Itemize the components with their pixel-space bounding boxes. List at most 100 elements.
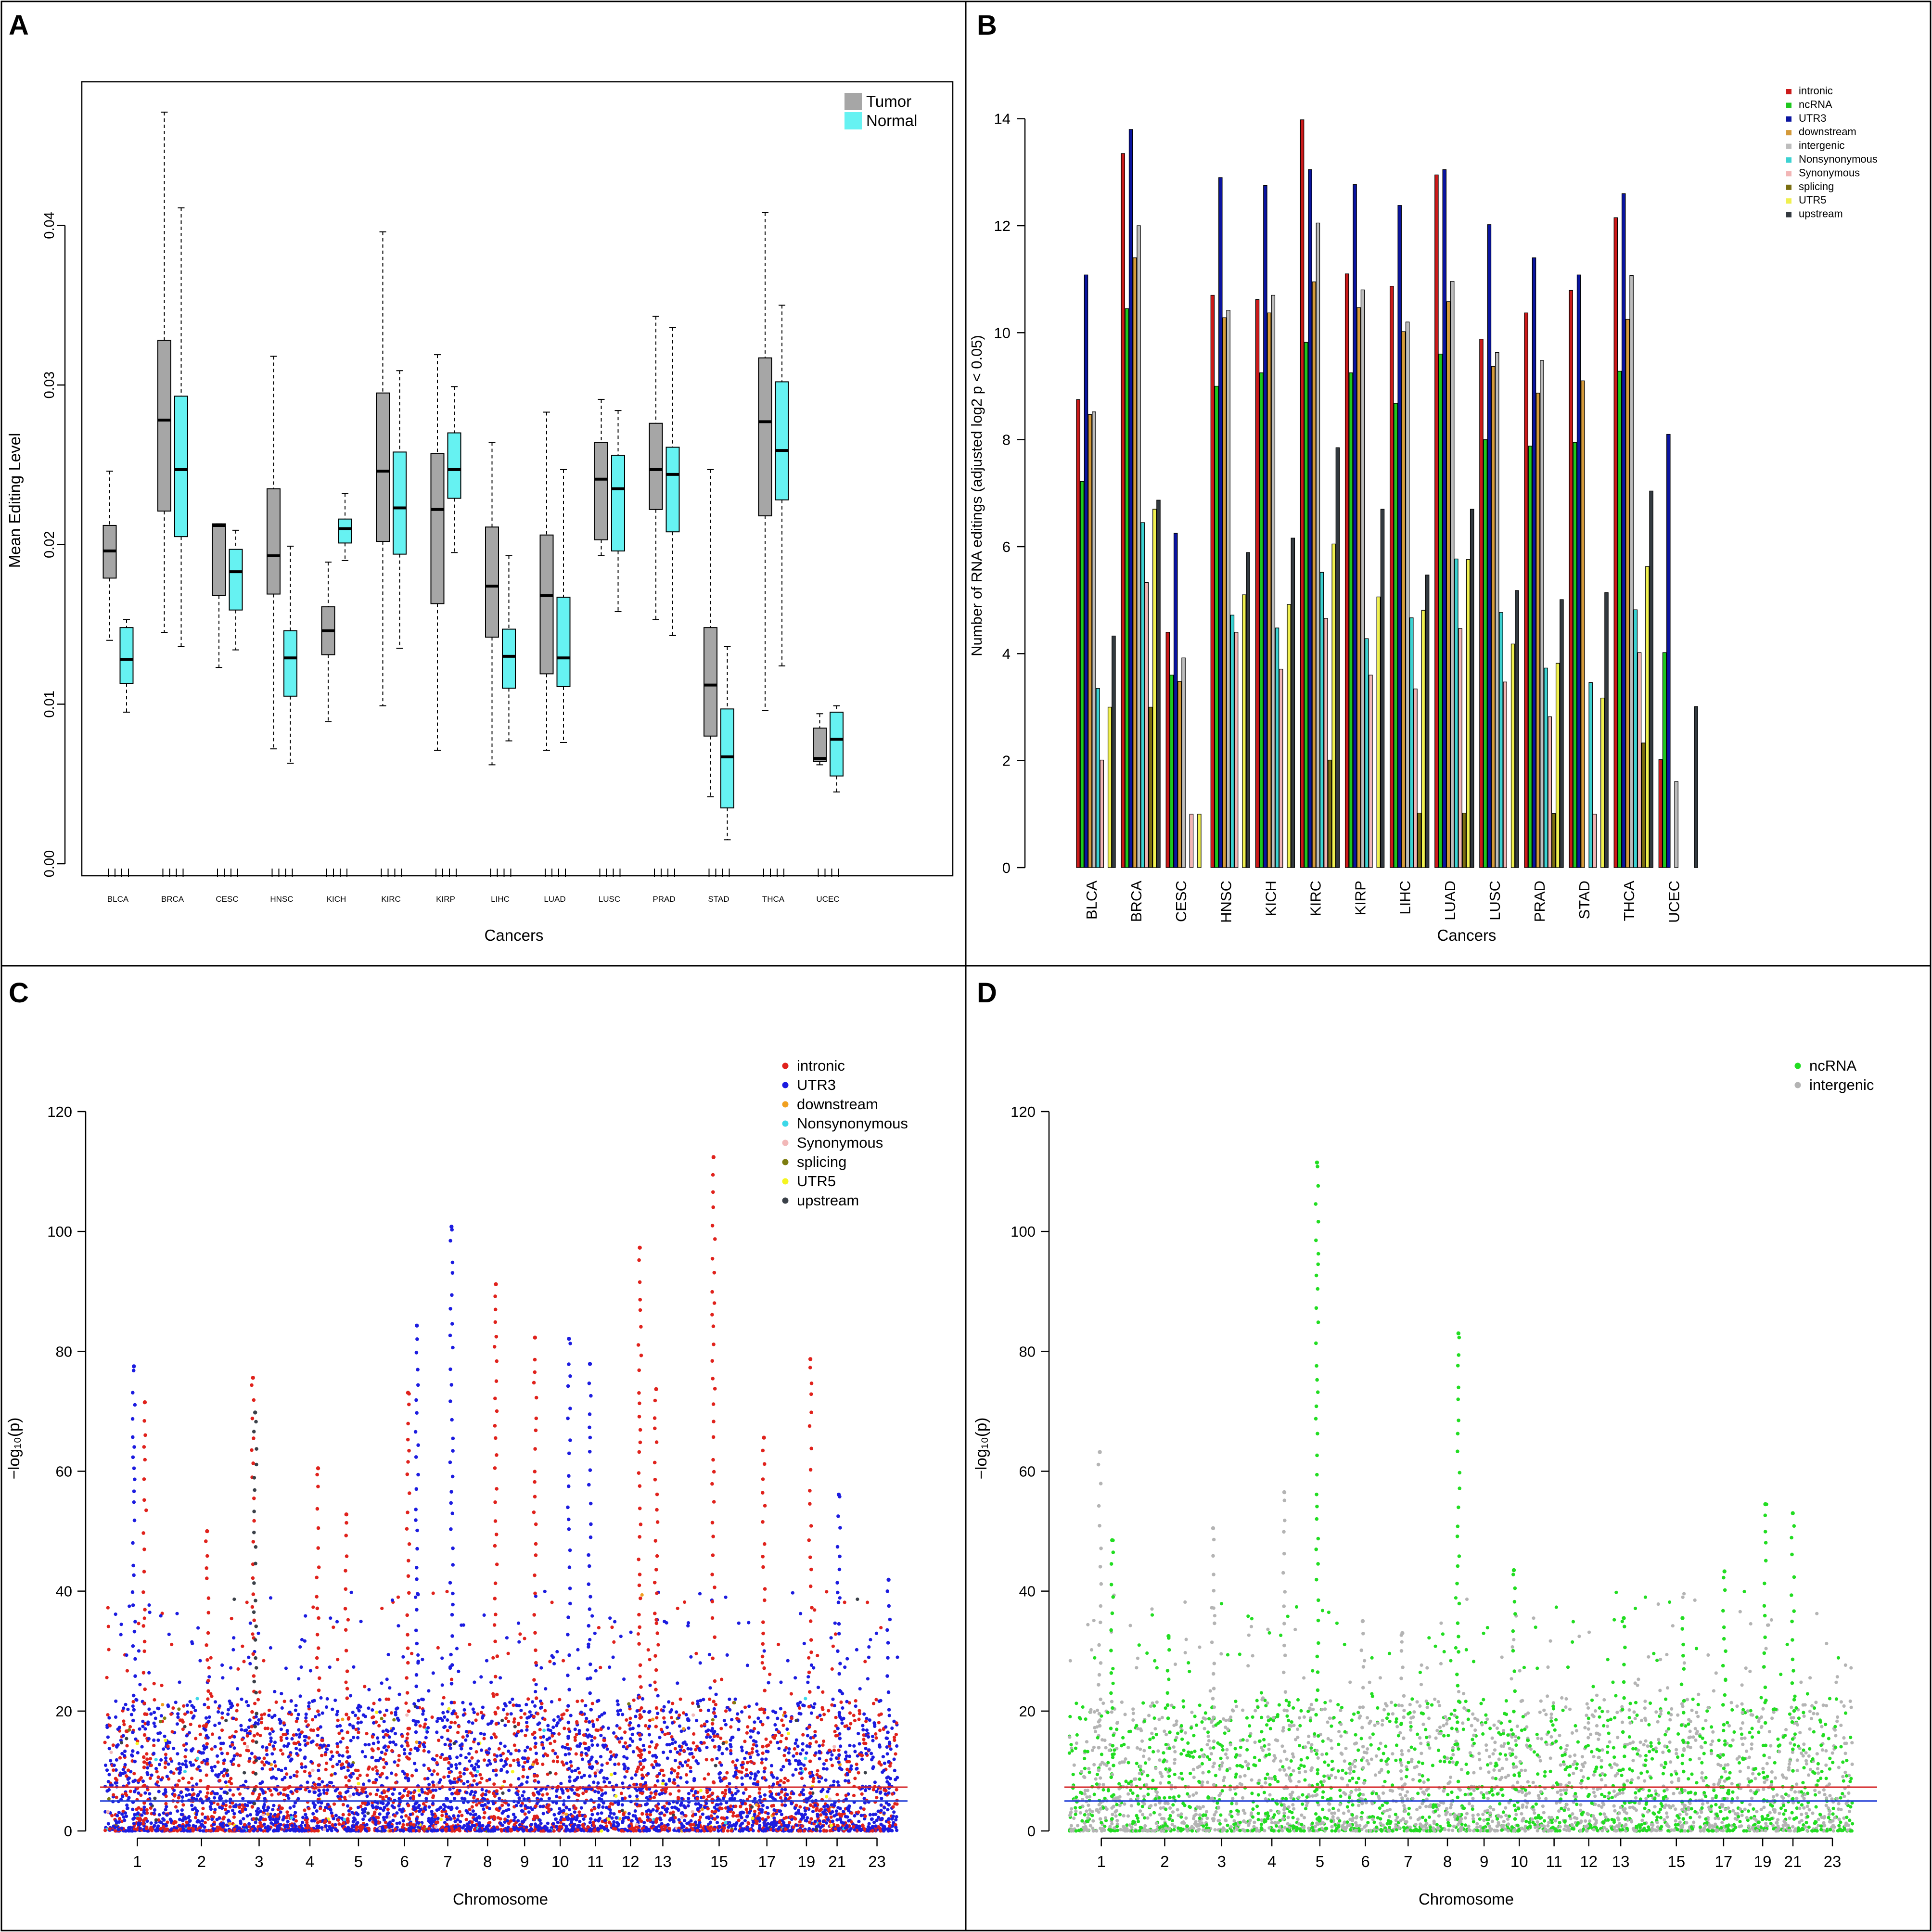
snp-point bbox=[289, 1759, 293, 1763]
snp-point bbox=[281, 1818, 285, 1822]
snp-point bbox=[445, 1589, 449, 1594]
box-kirp-tumor bbox=[430, 354, 445, 751]
legend-label-intergenic: intergenic bbox=[1799, 140, 1844, 152]
snp-point bbox=[179, 1791, 183, 1794]
snp-point bbox=[547, 1807, 551, 1811]
box-luad-normal bbox=[556, 469, 571, 743]
snp-point bbox=[269, 1736, 273, 1740]
snp-point bbox=[541, 1762, 545, 1766]
snp-point bbox=[269, 1740, 273, 1743]
snp-point bbox=[292, 1804, 296, 1808]
snp-point bbox=[600, 1829, 603, 1833]
snp-point bbox=[406, 1460, 410, 1464]
snp-point bbox=[442, 1696, 446, 1700]
snp-point bbox=[383, 1713, 387, 1717]
bar-thca-utr3 bbox=[1621, 193, 1626, 868]
snp-point bbox=[514, 1791, 518, 1795]
snp-point bbox=[304, 1735, 308, 1739]
snp-point bbox=[473, 1824, 476, 1828]
snp-point bbox=[323, 1753, 327, 1756]
snp-point bbox=[556, 1820, 560, 1824]
y-tick-label: 4 bbox=[1002, 645, 1011, 662]
snp-point bbox=[284, 1666, 288, 1670]
snp-point bbox=[450, 1663, 454, 1667]
snp-point bbox=[448, 1581, 452, 1585]
snp-point bbox=[456, 1730, 460, 1734]
snp-point bbox=[639, 1354, 643, 1357]
snp-point bbox=[466, 1811, 470, 1815]
snp-point bbox=[329, 1616, 333, 1620]
snp-point bbox=[461, 1701, 465, 1704]
snp-point bbox=[196, 1756, 200, 1760]
box-thca-normal bbox=[775, 305, 789, 666]
snp-point bbox=[186, 1788, 190, 1792]
snp-point bbox=[324, 1705, 329, 1709]
snp-point bbox=[568, 1548, 572, 1552]
snp-point bbox=[218, 1822, 222, 1826]
snp-point bbox=[164, 1761, 167, 1765]
snp-point bbox=[408, 1491, 411, 1495]
peak-chr12-intronic bbox=[638, 1245, 642, 1250]
snp-point bbox=[345, 1750, 349, 1754]
snp-point bbox=[586, 1825, 590, 1829]
snp-point bbox=[192, 1824, 195, 1828]
snp-point bbox=[447, 1775, 450, 1778]
bar-luad-intronic bbox=[1434, 174, 1439, 868]
snp-point bbox=[218, 1704, 222, 1708]
snp-point bbox=[619, 1791, 623, 1795]
snp-point bbox=[380, 1772, 384, 1776]
snp-point bbox=[567, 1817, 571, 1821]
snp-point bbox=[573, 1810, 576, 1814]
snp-point bbox=[161, 1703, 165, 1707]
snp-point bbox=[476, 1712, 480, 1716]
snp-point bbox=[250, 1805, 255, 1809]
snp-point bbox=[612, 1827, 615, 1830]
snp-point bbox=[311, 1605, 315, 1609]
snp-point bbox=[547, 1797, 551, 1801]
snp-point bbox=[252, 1674, 256, 1678]
snp-point bbox=[274, 1777, 278, 1780]
snp-point bbox=[521, 1775, 525, 1778]
snp-point bbox=[270, 1715, 274, 1719]
snp-point bbox=[431, 1591, 435, 1595]
snp-point bbox=[383, 1829, 387, 1832]
snp-point bbox=[126, 1777, 130, 1781]
snp-point bbox=[532, 1774, 537, 1778]
snp-point bbox=[371, 1735, 374, 1739]
snp-point bbox=[590, 1614, 594, 1618]
snp-point bbox=[486, 1751, 491, 1755]
snp-point bbox=[277, 1792, 281, 1796]
snp-point bbox=[476, 1742, 480, 1746]
snp-point bbox=[226, 1712, 230, 1716]
snp-point bbox=[149, 1821, 153, 1825]
snp-point bbox=[175, 1826, 179, 1830]
bar-hnsc-utr3 bbox=[1218, 177, 1223, 868]
snp-point bbox=[405, 1823, 409, 1827]
snp-point bbox=[106, 1735, 110, 1739]
snp-point bbox=[401, 1807, 405, 1811]
snp-point bbox=[385, 1748, 389, 1752]
box-ucec-tumor bbox=[813, 713, 827, 766]
snp-point bbox=[464, 1738, 468, 1742]
snp-point bbox=[133, 1674, 137, 1678]
snp-point bbox=[252, 1610, 256, 1614]
snp-point bbox=[227, 1708, 230, 1712]
snp-point bbox=[492, 1782, 496, 1786]
snp-point bbox=[257, 1718, 261, 1722]
snp-point bbox=[145, 1771, 149, 1775]
snp-point bbox=[153, 1724, 157, 1728]
snp-point bbox=[185, 1765, 189, 1768]
snp-point bbox=[252, 1825, 256, 1829]
bar-blca-intronic bbox=[1076, 399, 1080, 868]
snp-point bbox=[634, 1773, 638, 1777]
snp-point bbox=[637, 1450, 641, 1454]
snp-point bbox=[512, 1823, 516, 1827]
snp-point bbox=[273, 1740, 277, 1744]
snp-point bbox=[590, 1813, 594, 1817]
snp-point bbox=[417, 1821, 421, 1825]
snp-point bbox=[316, 1526, 320, 1530]
snp-point bbox=[494, 1773, 498, 1777]
snp-point bbox=[558, 1698, 562, 1702]
snp-point bbox=[319, 1696, 323, 1700]
snp-point bbox=[638, 1308, 642, 1312]
